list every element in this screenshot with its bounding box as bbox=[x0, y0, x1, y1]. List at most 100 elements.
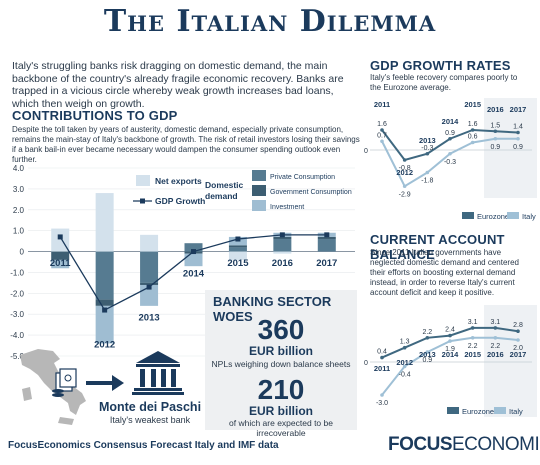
cab-chart: 0 0.4 1.3 2.2 2.4 3.1 3.1 2.8 -3.0 -0.4 0.9 1.9 2.2… bbox=[364, 305, 537, 417]
bar-government-consumption bbox=[95, 299, 114, 306]
gdp-rates-title: GDP GROWTH RATES bbox=[370, 58, 511, 73]
zero-label: 0 bbox=[364, 148, 368, 155]
legend-gdp-growth: GDP Growth bbox=[155, 196, 205, 206]
point-eurozone bbox=[380, 355, 384, 360]
brand-thin: ECONOMICS bbox=[452, 434, 540, 455]
data-label-italy: 2.2 bbox=[468, 343, 478, 350]
bar-net-exports bbox=[273, 251, 292, 254]
data-label-italy: -1.8 bbox=[421, 178, 433, 185]
legend-eurozone-swatch bbox=[462, 212, 474, 219]
bar-net-exports bbox=[95, 193, 114, 252]
point-italy bbox=[402, 184, 407, 189]
data-label-italy: 0.9 bbox=[422, 357, 432, 364]
data-label-eurozone: -0.8 bbox=[399, 165, 411, 172]
data-label-italy: -3.0 bbox=[376, 400, 388, 407]
legend-domestic: Domestic demand bbox=[205, 180, 244, 201]
x-tick-label: 2012 bbox=[396, 358, 413, 367]
bar-investment bbox=[140, 284, 159, 306]
point-eurozone bbox=[448, 333, 452, 338]
x-tick-label: 2015 bbox=[464, 100, 481, 109]
forecast-shade bbox=[484, 305, 537, 417]
banking-desc-2: of which are expected to be irrecoverabl… bbox=[229, 418, 333, 438]
x-tick-label: 2014 bbox=[442, 117, 460, 126]
data-label-italy: -0.3 bbox=[444, 159, 456, 166]
x-tick-label: 2016 bbox=[487, 350, 504, 359]
footer-source: FocusEconomics Consensus Forecast Italy … bbox=[8, 440, 279, 451]
legend-net-exports: Net exports bbox=[155, 176, 202, 186]
gdp-point bbox=[235, 236, 241, 242]
bar-private-consumption bbox=[317, 239, 336, 252]
data-label-eurozone: 1.4 bbox=[513, 124, 523, 131]
data-label-eurozone: 3.1 bbox=[490, 319, 500, 326]
y-tick-label: 3.0 bbox=[13, 185, 25, 194]
contrib-title: CONTRIBUTIONS TO GDP bbox=[12, 108, 178, 123]
bar-private-consumption bbox=[228, 247, 247, 252]
point-italy bbox=[425, 170, 430, 175]
x-tick-label: 2012 bbox=[94, 340, 115, 351]
x-tick-label: 2011 bbox=[374, 364, 390, 373]
page-title: The Italian Dilemma bbox=[103, 4, 437, 39]
banking-box: BANKING SECTOR WOES 360 EUR billion NPLs… bbox=[205, 290, 357, 438]
y-tick-label: -2.0 bbox=[10, 289, 24, 298]
cab-subtitle: Since 2011 Italian governments have negl… bbox=[370, 248, 519, 297]
data-label-eurozone: 1.3 bbox=[400, 339, 410, 346]
legend-italy: Italy bbox=[522, 212, 536, 221]
data-label-italy: 0.9 bbox=[490, 144, 500, 151]
data-label-eurozone: 2.4 bbox=[445, 327, 455, 334]
bar-government-consumption bbox=[140, 282, 159, 285]
legend-eurozone-swatch bbox=[447, 407, 459, 414]
data-label-eurozone: 3.1 bbox=[468, 319, 478, 326]
legend-investment-swatch bbox=[252, 200, 266, 211]
point-eurozone bbox=[493, 129, 498, 134]
legend-italy-swatch bbox=[507, 212, 519, 219]
data-label-italy: 0.9 bbox=[513, 144, 523, 151]
point-eurozone bbox=[448, 136, 452, 141]
legend-eurozone: Eurozone bbox=[477, 212, 509, 221]
point-italy bbox=[516, 136, 520, 141]
bar-investment bbox=[95, 305, 114, 344]
bank-illustration bbox=[20, 349, 184, 425]
y-tick-label: 4.0 bbox=[13, 164, 25, 173]
data-label-italy: 1.9 bbox=[445, 346, 455, 353]
x-tick-label: 2015 bbox=[464, 350, 481, 359]
bar-investment bbox=[51, 259, 70, 269]
banking-desc-1: NPLs weighing down balance sheets bbox=[211, 359, 351, 369]
point-eurozone bbox=[425, 336, 430, 340]
gdp-point bbox=[102, 307, 108, 313]
data-label-italy: -0.4 bbox=[399, 371, 411, 378]
data-label-italy: 2.0 bbox=[513, 345, 523, 352]
data-label-eurozone: -0.3 bbox=[421, 145, 433, 152]
data-label-eurozone: 1.5 bbox=[490, 122, 500, 129]
point-italy bbox=[493, 336, 498, 340]
point-italy bbox=[516, 338, 520, 342]
brand-bold: FOCUS bbox=[388, 434, 453, 455]
point-italy bbox=[470, 140, 475, 145]
bar-private-consumption bbox=[184, 243, 203, 252]
point-italy bbox=[380, 139, 384, 144]
banking-title: BANKING SECTOR WOES bbox=[213, 294, 332, 324]
gdp-point bbox=[146, 284, 152, 290]
legend-italy-swatch bbox=[494, 407, 506, 414]
data-label-eurozone: 2.2 bbox=[422, 329, 432, 336]
banking-value-2: 210 bbox=[257, 374, 305, 405]
contrib-subtitle: Despite the toll taken by years of auste… bbox=[12, 125, 360, 164]
x-tick-label: 2017 bbox=[316, 258, 337, 269]
legend-gdp-marker bbox=[140, 198, 145, 204]
x-tick-label: 2013 bbox=[139, 312, 160, 323]
point-italy bbox=[448, 151, 452, 156]
y-tick-label: -4.0 bbox=[10, 331, 24, 340]
bar-private-consumption bbox=[273, 239, 292, 252]
y-tick-label: 1.0 bbox=[13, 227, 25, 236]
bar-private-consumption bbox=[140, 251, 159, 283]
zero-label: 0 bbox=[364, 360, 368, 367]
bank-building-icon bbox=[132, 351, 184, 395]
x-tick-label: 2014 bbox=[183, 269, 205, 280]
point-eurozone bbox=[402, 158, 407, 162]
point-italy bbox=[470, 336, 475, 340]
money-stack-icon bbox=[52, 368, 77, 397]
x-tick-label: 2017 bbox=[510, 350, 527, 359]
contrib-chart: 4.0 3.0 2.0 1.0 0 -1.0 -2.0 -3.0 -4.0 -5.0 2011 20… bbox=[10, 164, 355, 361]
y-tick-label: 2.0 bbox=[13, 206, 25, 215]
bar-private-consumption bbox=[95, 251, 114, 300]
arrow-right-icon bbox=[86, 375, 124, 391]
